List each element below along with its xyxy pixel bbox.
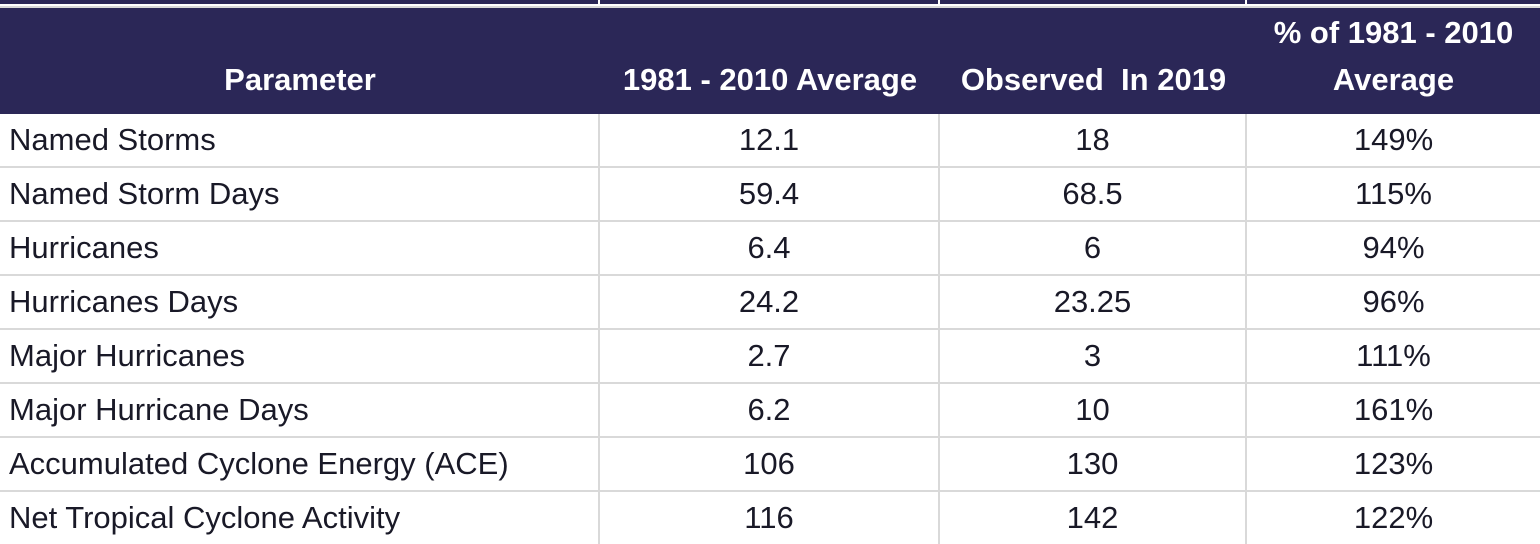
percent-cell: 115%	[1355, 176, 1432, 211]
column-header-label: 1981 - 2010 Average	[622, 61, 918, 97]
percent-cell: 161%	[1353, 392, 1434, 427]
parameter-cell: Named Storms	[0, 114, 600, 166]
percent-cell: 123%	[1353, 446, 1434, 481]
average-cell: 116	[600, 492, 940, 544]
header-row: Parameter 1981 - 2010 Average Observed I…	[0, 8, 1540, 114]
sliver-cell	[940, 0, 1247, 4]
percent-cell: 149%	[1353, 122, 1434, 157]
percent-cell: 96%	[1362, 284, 1425, 319]
percent-cell: 122%	[1353, 500, 1434, 535]
observed-cell: 3	[940, 330, 1247, 382]
column-header-percent: % of 1981 - 2010 Average	[1247, 8, 1540, 114]
average-cell: 24.2	[600, 276, 940, 328]
parameter-cell: Named Storm Days	[0, 168, 600, 220]
average-cell: 6.2	[600, 384, 940, 436]
column-header-label: Parameter	[224, 61, 376, 97]
average-cell: 6.4	[600, 222, 940, 274]
average-cell: 2.7	[600, 330, 940, 382]
column-header-average: 1981 - 2010 Average	[600, 8, 940, 114]
average-cell: 12.1	[600, 114, 940, 166]
column-header-label: % of 1981 - 2010 Average	[1273, 15, 1514, 97]
table-row: Hurricanes 6.4 6 94%	[0, 222, 1540, 276]
column-header-observed: Observed In 2019	[940, 8, 1247, 114]
percent-cell: 111%	[1356, 338, 1431, 373]
observed-cell: 130	[940, 438, 1247, 490]
sliver-cell	[1247, 0, 1540, 4]
table-row: Major Hurricane Days 6.2 10 161%	[0, 384, 1540, 438]
observed-cell: 23.25	[940, 276, 1247, 328]
table-row: Named Storms 12.1 18 149%	[0, 114, 1540, 168]
table-row: Accumulated Cyclone Energy (ACE) 106 130…	[0, 438, 1540, 492]
parameter-cell: Accumulated Cyclone Energy (ACE)	[0, 438, 600, 490]
parameter-cell: Hurricanes	[0, 222, 600, 274]
parameter-cell: Hurricanes Days	[0, 276, 600, 328]
sliver-cell	[600, 0, 940, 4]
sliver-cell	[0, 0, 600, 4]
parameter-cell: Major Hurricane Days	[0, 384, 600, 436]
observed-cell: 68.5	[940, 168, 1247, 220]
observed-cell: 6	[940, 222, 1247, 274]
row-above-sliver	[0, 0, 1540, 8]
column-header-parameter: Parameter	[0, 8, 600, 114]
parameter-cell: Major Hurricanes	[0, 330, 600, 382]
table-row: Hurricanes Days 24.2 23.25 96%	[0, 276, 1540, 330]
observed-cell: 142	[940, 492, 1247, 544]
table-row: Major Hurricanes 2.7 3 111%	[0, 330, 1540, 384]
percent-cell: 94%	[1362, 230, 1425, 265]
parameter-cell: Net Tropical Cyclone Activity	[0, 492, 600, 544]
average-cell: 59.4	[600, 168, 940, 220]
column-header-label: Observed In 2019	[960, 61, 1227, 97]
observed-cell: 18	[940, 114, 1247, 166]
average-cell: 106	[600, 438, 940, 490]
observed-cell: 10	[940, 384, 1247, 436]
table-row: Named Storm Days 59.4 68.5 115%	[0, 168, 1540, 222]
table-row: Net Tropical Cyclone Activity 116 142 12…	[0, 492, 1540, 544]
